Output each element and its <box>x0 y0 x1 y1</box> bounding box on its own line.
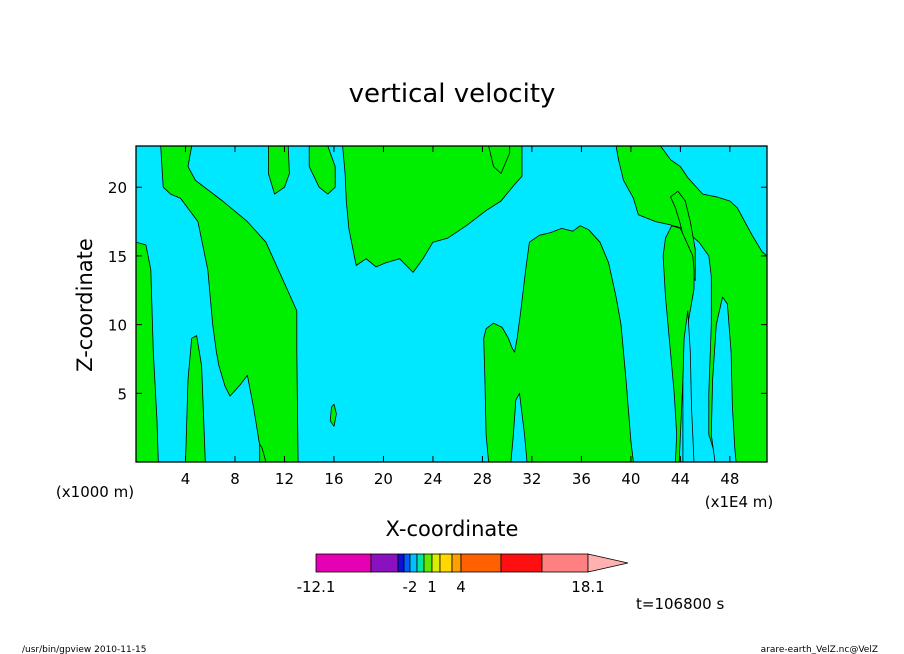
contour-region-5 <box>308 145 336 195</box>
colorbar-cell-3 <box>403 553 411 573</box>
x-tick-label-36: 36 <box>572 470 591 488</box>
chart-title: vertical velocity <box>349 79 556 109</box>
colorbar: -12.1 -2 1 4 18.1 <box>297 553 629 596</box>
y-tick-label-20: 20 <box>108 179 127 197</box>
y-axis-label: Z-coordinate <box>73 238 97 372</box>
footer-left-text: /usr/bin/gpview 2010-11-15 <box>22 645 146 654</box>
x-tick-label-20: 20 <box>374 470 393 488</box>
colorbar-cell-2 <box>397 553 405 573</box>
x-tick-label-32: 32 <box>522 470 541 488</box>
contour-region-7 <box>342 145 523 273</box>
contour-hole-1 <box>710 296 737 463</box>
colorbar-label-2: 1 <box>427 578 437 596</box>
x-tick-label-48: 48 <box>720 470 739 488</box>
contour-region-6 <box>329 403 337 427</box>
x-unit-left-label: (x1000 m) <box>56 483 134 501</box>
x-tick-label-40: 40 <box>621 470 640 488</box>
contour-region-0 <box>135 241 159 463</box>
colorbar-cell-11 <box>500 553 543 573</box>
x-unit-right-label: (x1E4 m) <box>705 493 774 511</box>
y-tick-label-15: 15 <box>108 248 127 266</box>
footer-right-text: arare-earth_VelZ.nc@VelZ <box>761 645 878 654</box>
colorbar-extend-arrow <box>587 553 629 573</box>
x-tick-label-12: 12 <box>275 470 294 488</box>
y-tick-label-10: 10 <box>108 317 127 335</box>
colorbar-cell-6 <box>423 553 433 573</box>
x-tick-label-4: 4 <box>181 470 191 488</box>
plot-area <box>135 145 768 463</box>
colorbar-cell-0 <box>315 553 372 573</box>
contour-region-9 <box>483 225 634 463</box>
colorbar-cell-9 <box>451 553 462 573</box>
colorbar-cell-12 <box>541 553 589 573</box>
colorbar-label-0: -12.1 <box>297 578 336 596</box>
x-axis-label: X-coordinate <box>386 517 519 541</box>
x-tick-label-16: 16 <box>324 470 343 488</box>
colorbar-cell-1 <box>370 553 399 573</box>
x-tick-label-28: 28 <box>473 470 492 488</box>
colorbar-cell-8 <box>439 553 453 573</box>
contour-hole-0 <box>682 310 695 463</box>
x-tick-label-44: 44 <box>671 470 690 488</box>
time-annotation: t=106800 s <box>636 595 724 613</box>
colorbar-cell-10 <box>460 553 502 573</box>
y-tick-label-5: 5 <box>117 385 127 403</box>
x-tick-label-24: 24 <box>423 470 442 488</box>
colorbar-label-4: 18.1 <box>571 578 604 596</box>
colorbar-label-3: 4 <box>456 578 466 596</box>
plot-frame <box>135 145 768 463</box>
colorbar-cell-4 <box>409 553 418 573</box>
contour-region-2 <box>160 145 299 463</box>
colorbar-label-1: -2 <box>403 578 418 596</box>
x-tick-label-8: 8 <box>230 470 240 488</box>
colorbar-cell-7 <box>431 553 441 573</box>
colorbar-cell-5 <box>416 553 425 573</box>
